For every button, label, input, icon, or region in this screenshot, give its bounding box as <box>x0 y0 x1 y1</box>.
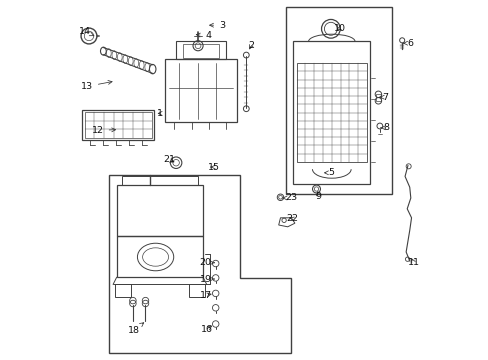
Text: 9: 9 <box>315 192 321 201</box>
Text: 11: 11 <box>407 258 419 267</box>
Text: 17: 17 <box>200 291 211 300</box>
Text: 1: 1 <box>157 109 163 118</box>
Text: 14: 14 <box>79 27 94 36</box>
Bar <box>122 176 197 185</box>
Text: 12: 12 <box>91 126 115 135</box>
Bar <box>117 185 203 236</box>
Text: 7: 7 <box>379 93 388 102</box>
Text: 18: 18 <box>127 323 143 335</box>
Text: 19: 19 <box>199 274 214 284</box>
Bar <box>375 94 381 101</box>
Bar <box>115 284 131 297</box>
Text: 20: 20 <box>199 258 214 267</box>
Text: 6: 6 <box>403 39 412 48</box>
Bar <box>188 284 204 297</box>
Text: 8: 8 <box>380 123 389 132</box>
Text: 2: 2 <box>248 40 254 49</box>
Bar <box>84 112 152 138</box>
Bar <box>82 110 154 140</box>
Bar <box>165 59 236 122</box>
Text: 10: 10 <box>334 23 346 32</box>
Text: 21: 21 <box>163 155 175 164</box>
Bar <box>285 7 391 194</box>
Text: 13: 13 <box>81 81 112 91</box>
Text: 4: 4 <box>196 31 211 40</box>
Text: 23: 23 <box>282 194 297 202</box>
Text: 16: 16 <box>200 325 212 334</box>
Bar <box>183 44 218 58</box>
Bar <box>292 41 370 184</box>
Bar <box>117 236 203 277</box>
Bar <box>176 41 225 59</box>
Text: 22: 22 <box>286 214 298 223</box>
Text: 3: 3 <box>209 21 225 30</box>
Text: 15: 15 <box>207 163 219 171</box>
Text: 5: 5 <box>324 168 334 177</box>
Bar <box>296 63 366 162</box>
